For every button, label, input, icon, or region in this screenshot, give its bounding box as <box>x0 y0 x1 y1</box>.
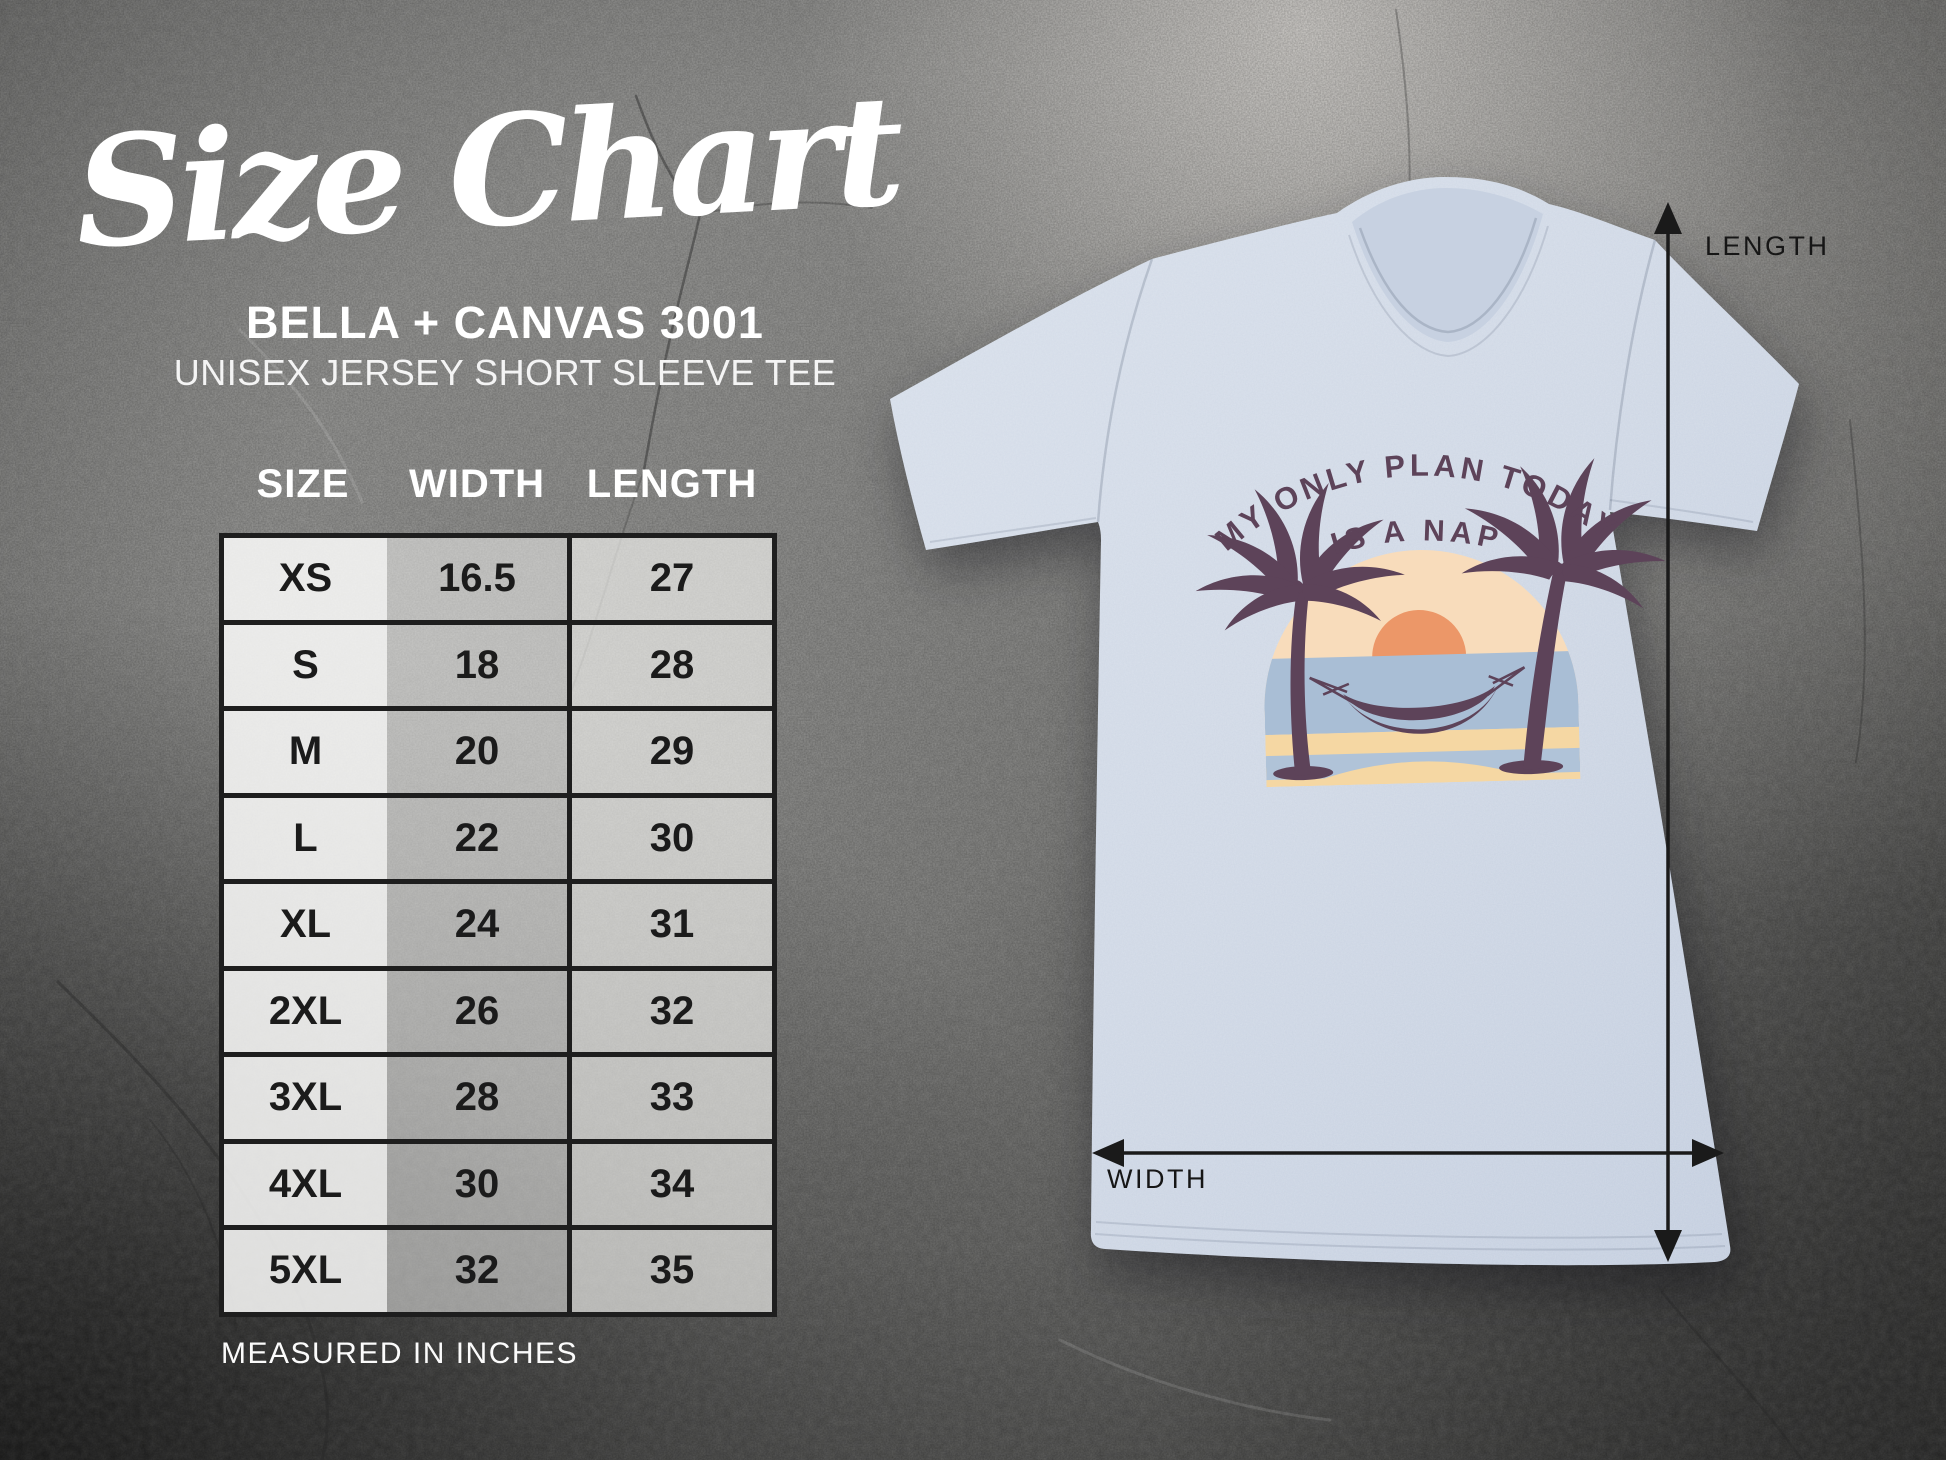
width-label: WIDTH <box>1107 1164 1208 1194</box>
table-row: 2XL 26 32 <box>224 970 772 1057</box>
brand-line: BELLA + CANVAS 3001 <box>246 297 764 348</box>
cell-width: 26 <box>387 970 567 1052</box>
column-header-length: LENGTH <box>586 462 758 506</box>
table-row: L 22 30 <box>224 797 772 884</box>
cell-width: 18 <box>387 624 567 706</box>
table-row: 5XL 32 35 <box>224 1230 772 1312</box>
cell-width: 22 <box>387 797 567 879</box>
cell-width: 20 <box>387 711 567 793</box>
cell-length: 28 <box>567 624 772 706</box>
cell-size: XL <box>224 884 387 966</box>
table-row: 4XL 30 34 <box>224 1143 772 1230</box>
cell-size: M <box>224 711 387 793</box>
cell-length: 27 <box>567 538 772 620</box>
cell-width: 16.5 <box>387 538 567 620</box>
palm-tree-right-icon <box>1453 456 1667 775</box>
cell-size: S <box>224 624 387 706</box>
cell-size: 2XL <box>224 970 387 1052</box>
cell-size: 3XL <box>224 1057 387 1139</box>
collar <box>1348 188 1549 358</box>
cell-length: 33 <box>567 1057 772 1139</box>
cell-width: 32 <box>387 1230 567 1312</box>
cell-width: 28 <box>387 1057 567 1139</box>
cell-length: 29 <box>567 711 772 793</box>
table-row: S 18 28 <box>224 624 772 711</box>
length-label: LENGTH <box>1705 231 1830 261</box>
table-row: XS 16.5 27 <box>224 538 772 625</box>
column-header-width: WIDTH <box>408 462 546 506</box>
column-header-size: SIZE <box>256 462 350 506</box>
sand-dune <box>1303 761 1539 787</box>
table-row: M 20 29 <box>224 711 772 798</box>
cell-width: 30 <box>387 1143 567 1225</box>
size-table-header: SIZE WIDTH LENGTH <box>219 462 777 507</box>
cell-size: 5XL <box>224 1230 387 1312</box>
sea-band <box>1263 650 1580 736</box>
cell-size: 4XL <box>224 1143 387 1225</box>
cell-width: 24 <box>387 884 567 966</box>
units-note: MEASURED IN INCHES <box>221 1337 579 1370</box>
table-row: XL 24 31 <box>224 884 772 971</box>
cell-length: 30 <box>567 797 772 879</box>
cell-length: 31 <box>567 884 772 966</box>
cell-length: 35 <box>567 1230 772 1312</box>
size-table: XS 16.5 27 S 18 28 M 20 29 L 22 30 XL 24 31 2XL 26 32 3XL 2… <box>219 533 777 1317</box>
cell-length: 34 <box>567 1143 772 1225</box>
cell-size: L <box>224 797 387 879</box>
cell-length: 32 <box>567 970 772 1052</box>
length-arrow <box>1654 202 1682 1262</box>
table-row: 3XL 28 33 <box>224 1057 772 1144</box>
hammock-icon <box>1309 666 1526 734</box>
width-arrow <box>1092 1139 1724 1167</box>
product-line: UNISEX JERSEY SHORT SLEEVE TEE <box>173 352 837 393</box>
cell-size: XS <box>224 538 387 620</box>
palm-tree-left-icon <box>1194 481 1406 781</box>
